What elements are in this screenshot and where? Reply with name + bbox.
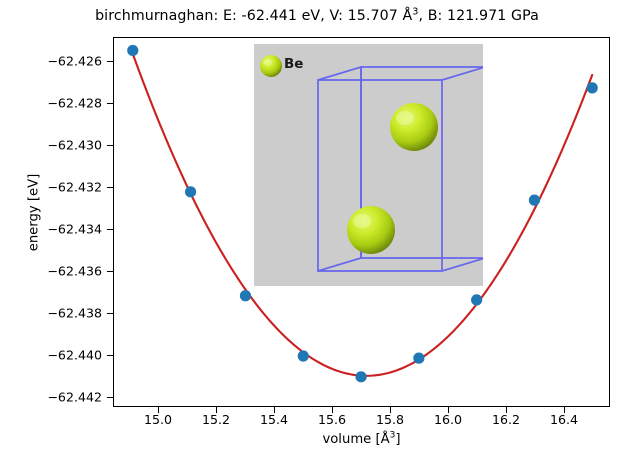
- ytick-mark-7: [107, 354, 113, 356]
- plot-title: birchmurnaghan: E: -62.441 eV, V: 15.707…: [0, 6, 634, 24]
- xtick-label-4: 15.8: [375, 412, 405, 427]
- ytick-label-7: −62.440: [47, 347, 102, 363]
- ytick-label-5: −62.436: [47, 263, 102, 279]
- ytick-mark-1: [107, 102, 113, 104]
- xtick-mark-1: [215, 407, 217, 413]
- ytick-label-0: −62.426: [47, 53, 102, 69]
- ytick-mark-4: [107, 228, 113, 230]
- y-axis-label: energy [eV]: [26, 173, 42, 252]
- xtick-mark-6: [505, 407, 507, 413]
- data-point: [184, 186, 197, 198]
- x-axis-label-exponent: 3: [389, 430, 396, 441]
- data-point: [586, 82, 598, 94]
- ytick-label-3: −62.432: [47, 179, 102, 195]
- xtick-mark-3: [331, 407, 333, 413]
- plot-title-prefix: birchmurnaghan: E: -62.441 eV, V: 15.707…: [95, 8, 413, 24]
- ytick-mark-6: [107, 312, 113, 314]
- be-legend-label: Be: [284, 56, 304, 72]
- xtick-label-7: 16.4: [549, 412, 579, 427]
- xtick-label-3: 15.6: [317, 412, 347, 427]
- data-point: [355, 371, 367, 383]
- data-point: [528, 194, 541, 206]
- xtick-label-0: 15.0: [143, 412, 173, 427]
- data-point: [297, 350, 309, 362]
- unit-cell-wireframe: [317, 65, 483, 273]
- xtick-label-6: 16.2: [491, 412, 521, 427]
- crystal-structure-inset: Be: [254, 44, 483, 286]
- xtick-mark-7: [563, 407, 565, 413]
- ytick-mark-5: [107, 270, 113, 272]
- ytick-label-4: −62.434: [47, 221, 102, 237]
- ytick-mark-0: [107, 60, 113, 62]
- data-point: [413, 352, 425, 364]
- data-point-markers: [127, 44, 598, 383]
- ytick-label-6: −62.438: [47, 305, 102, 321]
- xtick-mark-4: [389, 407, 391, 413]
- xtick-mark-2: [273, 407, 275, 413]
- plot-title-exponent: 3: [412, 6, 419, 18]
- ytick-label-2: −62.430: [47, 137, 102, 153]
- data-point: [239, 290, 252, 302]
- x-axis-label-close: ]: [395, 432, 401, 447]
- ytick-mark-2: [107, 144, 113, 146]
- ytick-label-8: −62.442: [47, 389, 102, 405]
- be-legend-sphere-icon: [260, 55, 282, 77]
- be-atom-lower: [347, 206, 395, 254]
- unit-cell-render: [260, 55, 483, 273]
- data-point: [471, 294, 483, 306]
- x-axis-label: volume [Å3]: [113, 430, 610, 447]
- data-point: [127, 44, 139, 57]
- xtick-label-2: 15.4: [259, 412, 289, 427]
- xtick-mark-5: [447, 407, 449, 413]
- xtick-label-5: 16.0: [433, 412, 463, 427]
- eos-curve-svg: [127, 44, 598, 383]
- plot-title-suffix: , B: 121.971 GPa: [418, 8, 539, 24]
- x-axis-label-text: volume [Å: [322, 432, 390, 447]
- xtick-mark-0: [157, 407, 159, 413]
- plot-axes-area: Be: [113, 37, 610, 407]
- xtick-label-1: 15.2: [201, 412, 231, 427]
- be-atom-upper: [390, 103, 438, 151]
- ytick-mark-8: [107, 396, 113, 398]
- ytick-mark-3: [107, 186, 113, 188]
- ytick-label-1: −62.428: [47, 95, 102, 111]
